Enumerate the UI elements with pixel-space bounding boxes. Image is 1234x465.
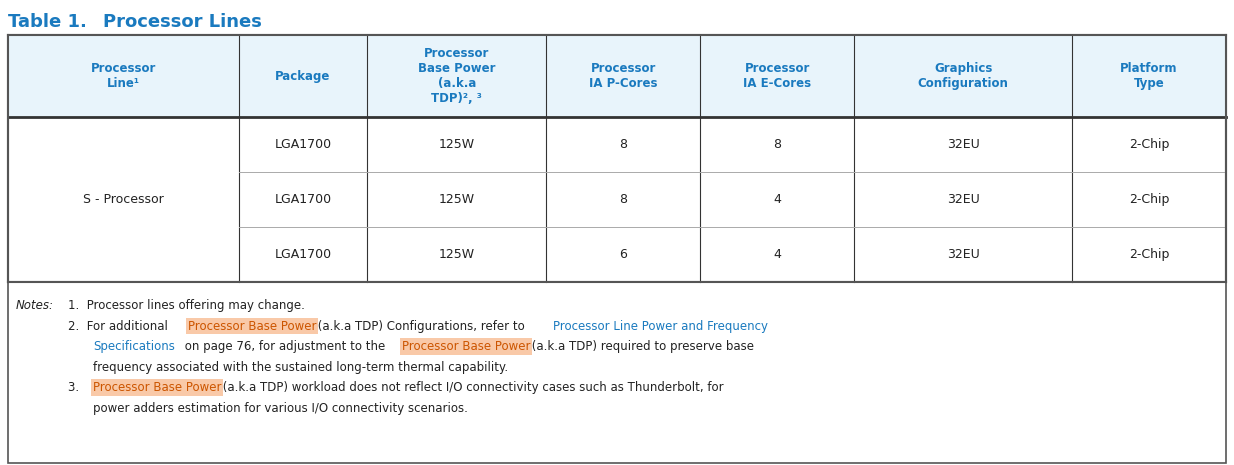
Text: Processor
Line¹: Processor Line¹ bbox=[91, 62, 155, 90]
Text: 4: 4 bbox=[774, 193, 781, 206]
Text: (a.k.a TDP) Configurations, refer to: (a.k.a TDP) Configurations, refer to bbox=[313, 319, 528, 332]
Text: 8: 8 bbox=[774, 138, 781, 151]
Text: 125W: 125W bbox=[438, 193, 475, 206]
Text: Platform
Type: Platform Type bbox=[1120, 62, 1177, 90]
Text: Processor Line Power and Frequency: Processor Line Power and Frequency bbox=[553, 319, 768, 332]
Text: Processor
IA E-Cores: Processor IA E-Cores bbox=[743, 62, 811, 90]
Text: Processor
IA P-Cores: Processor IA P-Cores bbox=[589, 62, 658, 90]
Text: LGA1700: LGA1700 bbox=[274, 193, 332, 206]
Bar bbox=[7, 282, 1227, 463]
Text: LGA1700: LGA1700 bbox=[274, 138, 332, 151]
Text: Processor
Base Power
(a.k.a
TDP)², ³: Processor Base Power (a.k.a TDP)², ³ bbox=[418, 47, 496, 105]
Text: Processor Lines: Processor Lines bbox=[102, 13, 262, 31]
Text: on page 76, for adjustment to the: on page 76, for adjustment to the bbox=[181, 340, 390, 353]
Text: (a.k.a TDP) workload does not reflect I/O connectivity cases such as Thunderbolt: (a.k.a TDP) workload does not reflect I/… bbox=[220, 381, 724, 394]
Text: 8: 8 bbox=[619, 138, 627, 151]
Text: 125W: 125W bbox=[438, 138, 475, 151]
Text: frequency associated with the sustained long-term thermal capability.: frequency associated with the sustained … bbox=[94, 360, 508, 373]
Text: Notes:: Notes: bbox=[16, 299, 54, 312]
Text: 125W: 125W bbox=[438, 248, 475, 261]
Text: 32EU: 32EU bbox=[946, 193, 980, 206]
Text: Table 1.: Table 1. bbox=[7, 13, 86, 31]
Text: 4: 4 bbox=[774, 248, 781, 261]
Text: 2.  For additional: 2. For additional bbox=[68, 319, 172, 332]
Text: power adders estimation for various I/O connectivity scenarios.: power adders estimation for various I/O … bbox=[94, 401, 468, 414]
Text: 2-Chip: 2-Chip bbox=[1129, 193, 1170, 206]
Bar bbox=[7, 35, 1227, 282]
Text: Processor Base Power: Processor Base Power bbox=[402, 340, 531, 353]
Text: 3.: 3. bbox=[68, 381, 86, 394]
Bar bbox=[7, 35, 1227, 117]
Text: Package: Package bbox=[275, 69, 331, 82]
Text: 32EU: 32EU bbox=[946, 248, 980, 261]
Text: Specifications: Specifications bbox=[94, 340, 175, 353]
Text: LGA1700: LGA1700 bbox=[274, 248, 332, 261]
Text: 1.  Processor lines offering may change.: 1. Processor lines offering may change. bbox=[68, 299, 305, 312]
Text: Processor Base Power: Processor Base Power bbox=[188, 319, 316, 332]
Text: Graphics
Configuration: Graphics Configuration bbox=[918, 62, 1008, 90]
Text: 32EU: 32EU bbox=[946, 138, 980, 151]
Text: 6: 6 bbox=[619, 248, 627, 261]
Text: 2-Chip: 2-Chip bbox=[1129, 138, 1170, 151]
Text: S - Processor: S - Processor bbox=[83, 193, 164, 206]
Text: 8: 8 bbox=[619, 193, 627, 206]
Text: 2-Chip: 2-Chip bbox=[1129, 248, 1170, 261]
Text: (a.k.a TDP) required to preserve base: (a.k.a TDP) required to preserve base bbox=[528, 340, 754, 353]
Text: Processor Base Power: Processor Base Power bbox=[94, 381, 222, 394]
